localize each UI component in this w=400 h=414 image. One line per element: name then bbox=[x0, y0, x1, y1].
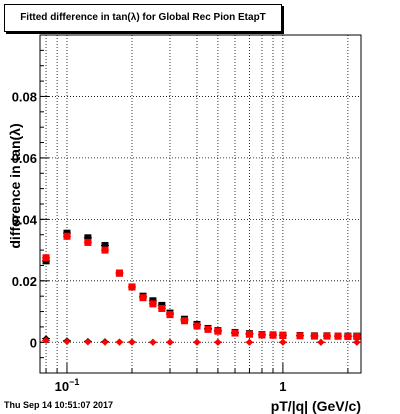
plot-frame bbox=[39, 34, 362, 374]
data-point bbox=[101, 241, 109, 249]
data-point bbox=[334, 332, 342, 340]
data-point bbox=[296, 332, 304, 340]
data-point bbox=[128, 338, 136, 346]
x-axis-title: pT/|q| (GeV/c) bbox=[271, 398, 361, 414]
data-point bbox=[310, 332, 318, 340]
y-tick-label: 0.02 bbox=[12, 274, 37, 289]
y-tick-label: 0.08 bbox=[12, 89, 37, 104]
y-tick-label: 0.04 bbox=[12, 212, 38, 227]
data-point bbox=[193, 338, 201, 346]
axes: 0 0.02 0.04 0.06 0.08 10−1 1 bbox=[12, 49, 349, 394]
data-point bbox=[279, 332, 287, 340]
data-point bbox=[204, 325, 212, 333]
series-0 bbox=[42, 229, 361, 340]
data-point bbox=[42, 254, 50, 262]
data-point bbox=[214, 327, 222, 335]
data-point bbox=[231, 329, 239, 337]
x-tick-label: 10−1 bbox=[55, 377, 80, 394]
data-marks bbox=[42, 229, 361, 346]
data-point bbox=[84, 234, 92, 242]
data-point bbox=[180, 317, 188, 325]
data-point bbox=[193, 322, 201, 330]
data-point bbox=[353, 332, 361, 340]
data-point bbox=[115, 269, 123, 277]
data-point bbox=[63, 232, 71, 240]
data-point bbox=[139, 294, 147, 302]
data-point bbox=[166, 311, 174, 319]
data-point bbox=[42, 336, 50, 344]
data-point bbox=[84, 338, 92, 346]
data-point bbox=[245, 338, 253, 346]
data-point bbox=[115, 338, 123, 346]
data-point bbox=[353, 338, 361, 346]
data-point bbox=[344, 332, 352, 340]
data-point bbox=[128, 283, 136, 291]
chart-title: Fitted difference in tan(λ) for Global R… bbox=[4, 4, 282, 32]
y-axis-title: difference in tan(λ) bbox=[7, 123, 23, 248]
data-point bbox=[63, 338, 71, 346]
series-3 bbox=[42, 336, 361, 346]
data-point bbox=[279, 338, 287, 346]
data-point bbox=[245, 330, 253, 338]
data-point bbox=[84, 238, 92, 246]
y-tick-label: 0 bbox=[30, 335, 37, 350]
data-point bbox=[149, 300, 157, 308]
data-point bbox=[166, 338, 174, 346]
x-tick-label: 1 bbox=[279, 379, 286, 394]
data-point bbox=[149, 338, 157, 346]
series-1 bbox=[42, 232, 361, 340]
timestamp: Thu Sep 14 10:51:07 2017 bbox=[4, 400, 114, 410]
grid-lines bbox=[40, 35, 361, 373]
data-point bbox=[101, 338, 109, 346]
y-tick-label: 0.06 bbox=[12, 151, 37, 166]
data-point bbox=[158, 304, 166, 312]
data-point bbox=[317, 338, 325, 346]
data-point bbox=[323, 332, 331, 340]
data-point bbox=[269, 331, 277, 339]
data-point bbox=[214, 338, 222, 346]
data-point bbox=[101, 246, 109, 254]
data-point bbox=[258, 331, 266, 339]
